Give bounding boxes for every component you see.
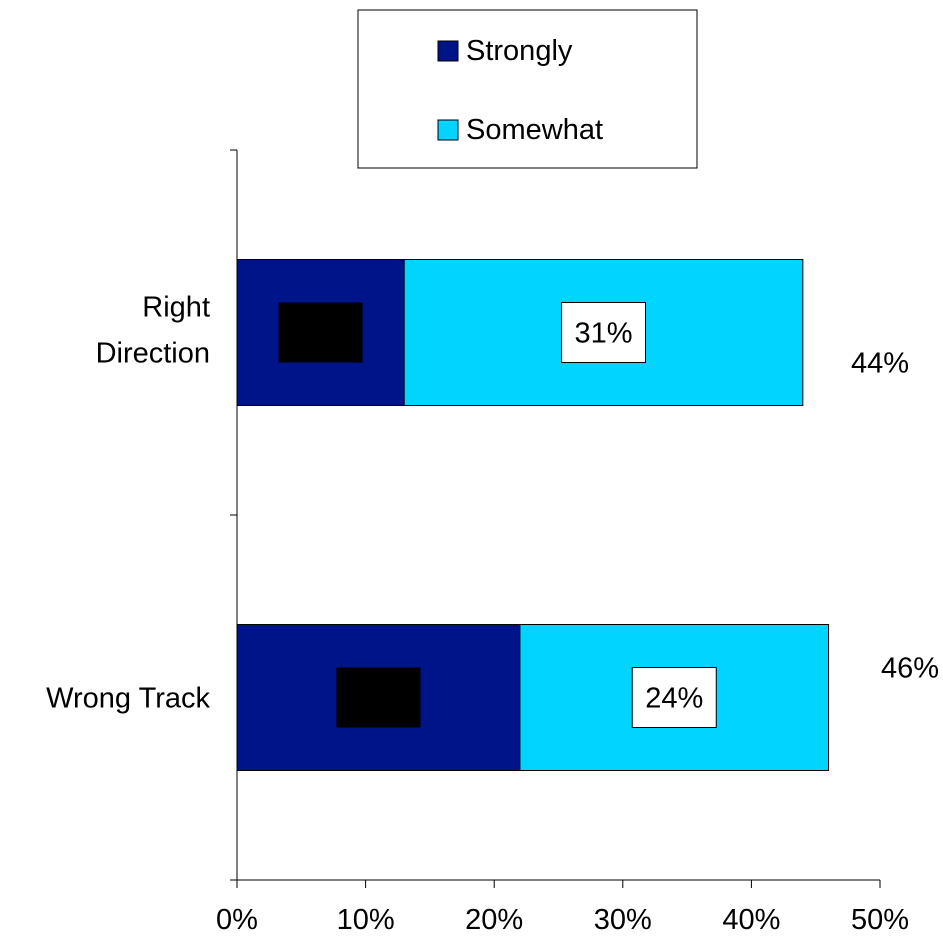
legend-label-somewhat: Somewhat: [466, 114, 603, 146]
category-label: Right Direction: [96, 292, 210, 370]
data-label: 31%: [574, 318, 632, 350]
data-label-box: [561, 302, 647, 363]
total-label: 44%: [851, 348, 909, 380]
x-tick-label: 0%: [216, 904, 258, 936]
legend: Strongly Somewhat: [357, 9, 698, 169]
legend-swatch-somewhat: [437, 119, 459, 141]
x-tick-label: 20%: [465, 904, 523, 936]
data-label: 24%: [645, 683, 703, 715]
obscured-data-label: [278, 302, 363, 363]
x-tick-label: 40%: [722, 904, 780, 936]
legend-box: [357, 9, 698, 169]
category-label-line: Right: [142, 292, 210, 324]
total-label: 46%: [881, 653, 939, 685]
category-label: Wrong Track: [46, 683, 210, 715]
legend-label-strongly: Strongly: [466, 35, 573, 67]
legend-swatch-strongly: [437, 40, 459, 62]
category-label-line: Direction: [96, 338, 210, 370]
x-tick-label: 10%: [337, 904, 395, 936]
data-label-box: [631, 667, 717, 728]
x-tick-label: 30%: [594, 904, 652, 936]
obscured-data-label: [336, 667, 421, 728]
labels: Right Direction 31% 44% Wrong Track 24% 46%: [46, 292, 939, 728]
x-tick-label: 50%: [851, 904, 909, 936]
